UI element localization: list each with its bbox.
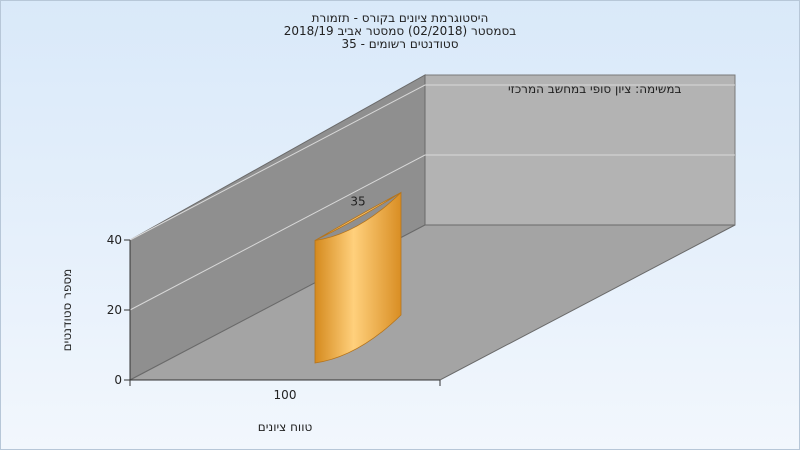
x-axis-label: טווח ציונים [258, 420, 313, 434]
x-tick-label: 100 [274, 388, 297, 402]
gridline [129, 154, 735, 311]
bar-data-label: 35 [350, 195, 365, 209]
chart-title: היסטוגרמת ציונים בקורס - תזמורת [311, 11, 489, 25]
y-tick-label: 0 [114, 373, 122, 387]
gridline [129, 84, 735, 241]
gridlines [129, 84, 735, 311]
y-axis-label: מספר סטודנטים [60, 269, 74, 352]
bar-top [314, 192, 402, 241]
back-wall [424, 74, 736, 226]
y-tick-label: 40 [107, 233, 122, 247]
x-axis-ticks: 100 [129, 380, 441, 402]
bars: 35 [314, 191, 402, 364]
y-tick-label: 20 [107, 303, 122, 317]
chart-enrolled-line: סטודנטים רשומים - 35 [341, 37, 459, 51]
bar [314, 191, 402, 364]
chart-semester-line: בסמסטר (02/2018) סמסטר אביב 2018/19 [283, 24, 517, 38]
y-axis-ticks: 0 20 40 [107, 233, 130, 387]
chart-subtitle: במשימה: ציון סופי במחשב המרכזי [508, 82, 682, 96]
